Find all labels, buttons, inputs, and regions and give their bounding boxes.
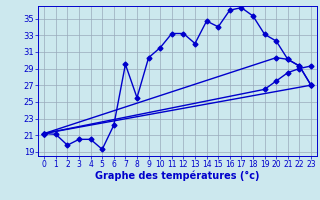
X-axis label: Graphe des températures (°c): Graphe des températures (°c) bbox=[95, 171, 260, 181]
